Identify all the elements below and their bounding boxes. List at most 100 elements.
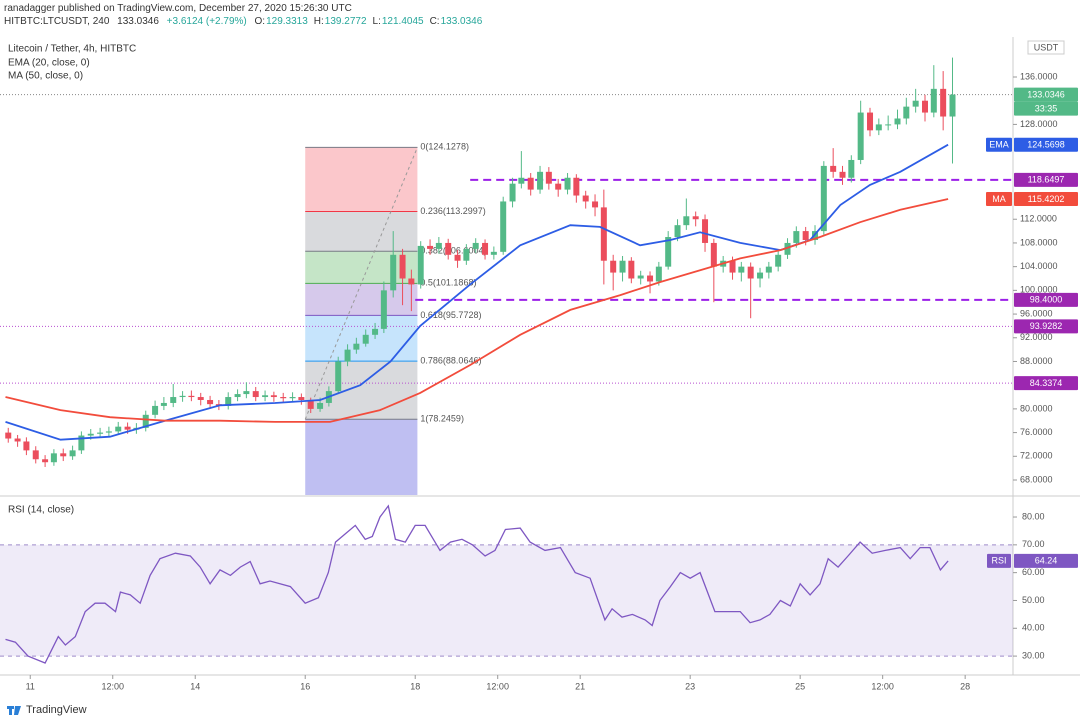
candle-body [14, 438, 21, 442]
logo [7, 706, 21, 715]
candle-body [894, 118, 901, 125]
candle-body [170, 397, 177, 403]
footer: TradingView [6, 704, 87, 716]
symbol-row: HITBTC:LTCUSDT, 240 133.0346 +3.6124 (+2… [4, 15, 493, 28]
candle-body [32, 450, 39, 460]
series-line [5, 504, 949, 664]
y-tick-label: 70.00 [1022, 539, 1045, 549]
y-tick-label: 96.0000 [1020, 308, 1053, 318]
candle-body [647, 275, 654, 282]
ohlc-label: O: [254, 16, 266, 27]
fib-label: 0.382(106.6004) [420, 246, 486, 256]
candle-body [335, 361, 342, 392]
x-tick-label: 11 [26, 681, 35, 691]
y-tick-label: 136.0000 [1020, 71, 1058, 81]
candle-body [69, 450, 76, 457]
brand: TradingView [26, 704, 87, 716]
series-badge-bg [986, 191, 1012, 206]
fib-trend [304, 147, 418, 420]
y-tick-label: 40.00 [1022, 623, 1045, 633]
series-line [5, 198, 949, 423]
x-tick-label: 14 [190, 681, 200, 691]
level-badge-bg [1014, 292, 1078, 307]
y-tick-label: 72.0000 [1020, 451, 1053, 461]
fib-label: 0.618(95.7728) [420, 310, 481, 320]
candle-body [408, 278, 415, 285]
fib-band [305, 147, 418, 212]
ohlc-value: 133.0346 [440, 16, 483, 27]
candle-body [692, 216, 699, 220]
candle-body [42, 459, 49, 463]
level-badge: 98.4000 [1030, 295, 1063, 305]
candle-body [463, 248, 470, 261]
candle-body [674, 225, 681, 238]
countdown-badge-bg [1014, 101, 1078, 116]
candle-body [490, 251, 497, 255]
candle-body [930, 88, 937, 113]
candle-body [207, 399, 214, 405]
candle-body [234, 394, 241, 398]
candle-body [50, 453, 57, 463]
candle-body [60, 453, 67, 457]
candle-body [775, 254, 782, 267]
series-value-badge-bg [1014, 137, 1078, 152]
countdown-badge: 33:35 [1035, 103, 1058, 113]
series-badge-bg [987, 553, 1011, 568]
candle-body [243, 391, 250, 395]
candle-body [152, 405, 159, 415]
series-value-badge: 64.24 [1035, 556, 1058, 566]
candle-body [582, 195, 589, 202]
candle-body [655, 266, 662, 282]
candle-body [903, 106, 910, 119]
candle-body [949, 94, 956, 117]
last-price-badge-bg [1014, 87, 1078, 102]
x-tick-label: 25 [795, 681, 805, 691]
candle-body [592, 201, 599, 208]
level-badge: 118.6497 [1028, 175, 1065, 185]
candle-body [637, 275, 644, 279]
fib-label: 1(78.2459) [420, 414, 464, 424]
candle-body [390, 254, 397, 291]
series-badge: EMA [989, 140, 1009, 150]
y-tick-label: 100.0000 [1020, 285, 1058, 295]
level-badge: 93.9282 [1030, 321, 1063, 331]
y-tick-label: 30.00 [1022, 650, 1045, 660]
unit: USDT [1034, 42, 1059, 52]
x-tick-label: 12:00 [101, 681, 124, 691]
series-value-badge: 124.5698 [1027, 140, 1065, 150]
rsi-title: RSI (14, close) [8, 505, 74, 516]
candle-body [105, 431, 112, 433]
candle-body [344, 349, 351, 362]
candle-body [289, 397, 296, 399]
candle-body [225, 397, 232, 406]
candle-body [610, 260, 617, 273]
y-tick-label: 60.00 [1022, 567, 1045, 577]
candle-body [912, 100, 919, 107]
series-value-badge-bg [1014, 191, 1078, 206]
legend-entry: EMA (20, close, 0) [8, 58, 90, 69]
candle-body [399, 254, 406, 279]
chart: 0(124.1278) 0.236(113.2997) 0.382(106.6004… [0, 37, 1080, 691]
change: +3.6124 (+2.79%) [166, 16, 247, 27]
header: ranadagger published on TradingView.com,… [4, 2, 493, 28]
unit-bg [1027, 40, 1065, 55]
candle-body [298, 397, 305, 400]
candle-body [922, 100, 929, 113]
candle-body [262, 395, 269, 398]
candle-body [848, 159, 855, 178]
series-value-badge-bg [1014, 553, 1078, 568]
candle-body [362, 334, 369, 344]
candle-body [702, 219, 709, 243]
fib-label: 0.236(113.2997) [420, 206, 485, 216]
candle-body [307, 399, 314, 409]
candle-body [380, 290, 387, 329]
x-tick-label: 16 [300, 681, 310, 691]
fib-band [305, 211, 418, 252]
candle-body [188, 395, 195, 398]
candle-body [23, 441, 30, 451]
y-tick-label: 104.0000 [1020, 261, 1058, 271]
level-badge: 84.3374 [1030, 378, 1063, 388]
fib-band [305, 419, 418, 495]
ohlc: O:129.3313 H:139.2772 L:121.4045 C:133.0346 [255, 16, 489, 27]
